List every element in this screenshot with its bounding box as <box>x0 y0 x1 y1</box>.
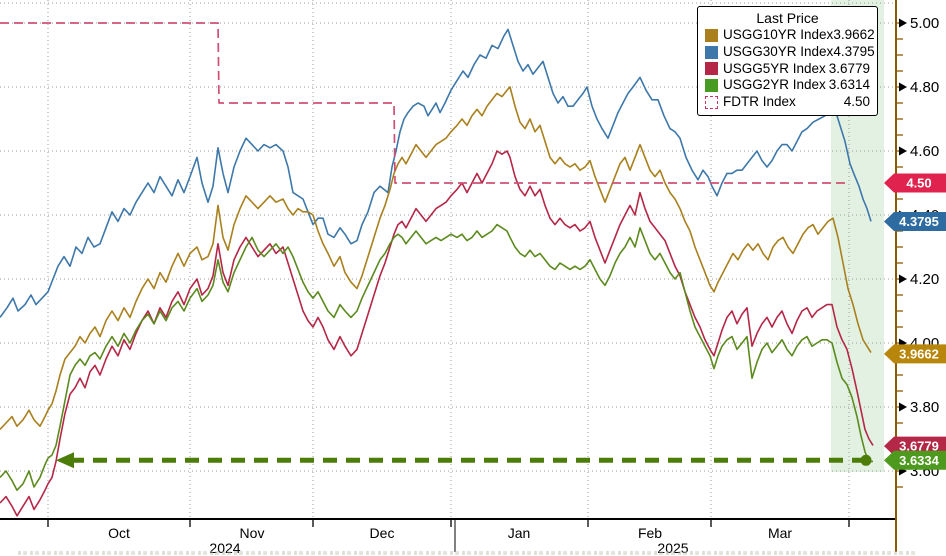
support-line-arrowhead-icon <box>56 452 74 469</box>
legend-item-usgg10yr: USGG10YR Index 3.9662 <box>705 27 875 44</box>
legend-item-usgg5yr: USGG5YR Index 3.6779 <box>705 61 870 78</box>
legend-label: USGG2YR Index <box>723 77 826 93</box>
price-badge-label: 4.50 <box>906 176 931 191</box>
y-label-arrow-icon <box>899 274 907 284</box>
legend-value: 3.6314 <box>828 77 870 93</box>
x-axis-year-label: 2024 <box>209 540 240 556</box>
y-axis-label: 4.20 <box>910 271 939 288</box>
series-line-usgg10yr <box>0 86 872 430</box>
legend-item-usgg2yr: USGG2YR Index 3.6314 <box>705 77 870 94</box>
x-axis-month-label: Jan <box>508 525 531 541</box>
series-line-usgg2yr <box>0 223 873 491</box>
series-line-usgg5yr <box>0 150 874 517</box>
x-axis-month-label: Dec <box>370 525 395 541</box>
legend-item-usgg30yr: USGG30YR Index 4.3795 <box>705 43 875 61</box>
x-axis-year-label: 2025 <box>657 540 688 556</box>
price-badge-label: 3.6334 <box>899 453 940 468</box>
price-badge-4.50 <box>884 173 946 193</box>
y-axis-label: 4.60 <box>910 143 939 160</box>
y-label-arrow-icon <box>899 18 907 28</box>
usgg2yr-swatch-icon <box>705 79 718 93</box>
price-badge-4.3795 <box>884 212 946 232</box>
y-axis-label: 3.80 <box>910 399 939 416</box>
y-label-arrow-icon <box>899 82 907 92</box>
series-line-usgg30yr <box>0 28 872 318</box>
legend-title: Last Price <box>756 10 819 26</box>
usgg5yr-swatch-icon <box>705 62 718 76</box>
support-line-end-dot-icon <box>860 454 872 466</box>
illegible-fine-print <box>18 551 916 555</box>
x-axis-month-label: Feb <box>638 525 662 541</box>
price-badge-3.6334 <box>884 450 946 470</box>
legend-value: 3.6779 <box>828 60 870 76</box>
y-label-arrow-icon <box>899 146 907 156</box>
price-badge-label: 3.9662 <box>899 346 939 361</box>
legend-item-fdtr: FDTR Index 4.50 <box>705 94 870 111</box>
legend-value: 4.50 <box>843 94 870 110</box>
price-badge-label: 3.6779 <box>899 439 939 454</box>
legend-label: USGG30YR Index <box>723 43 834 59</box>
y-axis-label: 4.80 <box>910 79 939 96</box>
legend-value: 3.9662 <box>833 27 875 42</box>
legend-label: USGG5YR Index <box>723 60 826 76</box>
legend-label: FDTR Index <box>723 94 796 110</box>
legend-value: 4.3795 <box>833 43 875 59</box>
chart-legend: Last Price USGG10YR Index 3.9662 USGG30Y… <box>697 6 878 116</box>
usgg10yr-swatch-icon <box>705 28 718 42</box>
usgg30yr-swatch-icon <box>705 45 718 59</box>
fdtr-dashed-swatch-icon <box>705 96 718 110</box>
legend-label: USGG10YR Index <box>723 27 834 42</box>
y-axis-label: 5.00 <box>910 15 939 32</box>
y-label-arrow-icon <box>899 402 907 412</box>
price-badge-label: 4.3795 <box>899 214 939 229</box>
series-line-fdtr <box>0 22 850 184</box>
x-axis-month-label: Nov <box>240 525 265 541</box>
price-badge-3.9662 <box>884 344 946 364</box>
x-axis-month-label: Mar <box>768 525 792 541</box>
x-axis-month-label: Oct <box>108 525 130 541</box>
